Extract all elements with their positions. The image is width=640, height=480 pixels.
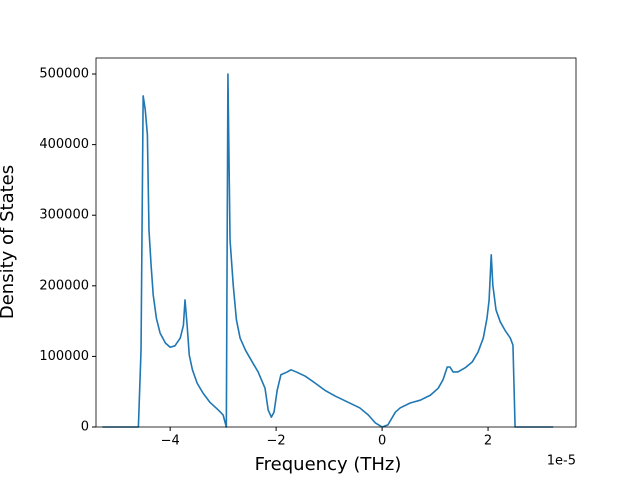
y-tick-label: 400000 — [39, 137, 89, 152]
x-tick-label: −2 — [267, 434, 286, 449]
x-offset-label: 1e-5 — [547, 454, 576, 469]
y-tick-label: 100000 — [39, 349, 89, 364]
data-line — [102, 73, 554, 428]
y-tick-label: 300000 — [39, 208, 89, 223]
y-axis-label: Density of States — [0, 165, 18, 319]
x-tick-label: −4 — [161, 434, 180, 449]
y-tick-label: 0 — [81, 420, 89, 435]
y-tick-label: 200000 — [39, 278, 89, 293]
plot-frame — [95, 57, 577, 428]
x-tick-label: 0 — [378, 434, 386, 449]
x-tick-label: 2 — [484, 434, 492, 449]
y-tick-label: 500000 — [39, 67, 89, 82]
x-axis-label: Frequency (THz) — [255, 454, 402, 475]
